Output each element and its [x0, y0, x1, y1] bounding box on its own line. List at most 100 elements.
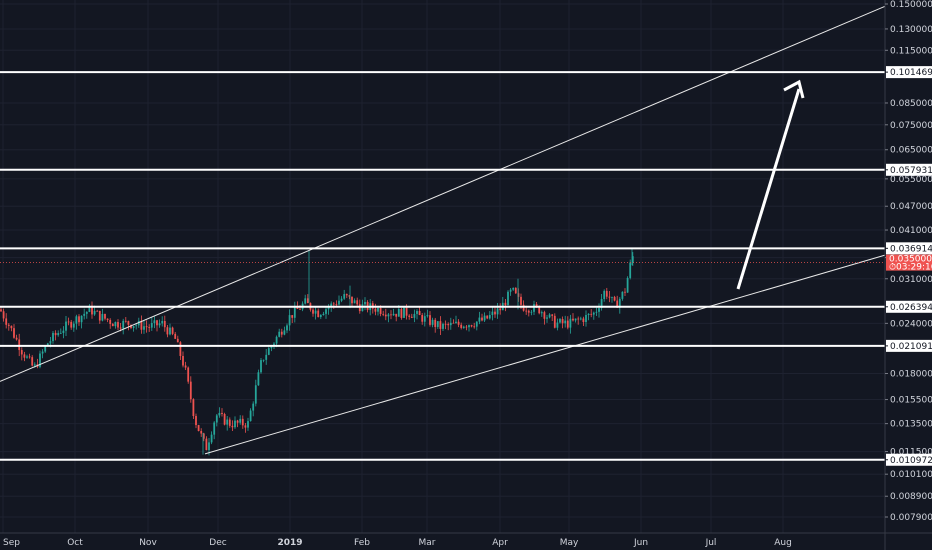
- candle-239: [621, 291, 624, 301]
- channel-upper-line[interactable]: [0, 5, 886, 382]
- y-tick-label-2: 0.115000: [890, 46, 932, 56]
- horizontal-levels: [0, 71, 885, 461]
- candle-1: [2, 308, 5, 322]
- candle-155: [403, 307, 405, 319]
- arrow-head: [783, 79, 805, 99]
- candle-149: [387, 312, 390, 323]
- candle-39: [101, 308, 104, 322]
- candle-97: [252, 401, 255, 417]
- candle-215: [559, 317, 561, 324]
- grid: [0, 0, 885, 533]
- candle-113: [293, 301, 296, 323]
- candle-241: [626, 276, 629, 293]
- candles: [0, 248, 634, 456]
- x-label-2: Nov: [139, 538, 157, 548]
- candle-169: [439, 316, 442, 336]
- candle-140: [364, 297, 366, 311]
- candle-179: [465, 324, 468, 331]
- candle-117: [304, 294, 307, 305]
- candle-38: [98, 310, 101, 324]
- candle-186: [483, 312, 486, 322]
- candle-21: [54, 330, 57, 341]
- x-label-11: Aug: [774, 538, 792, 548]
- candle-77: [200, 428, 203, 437]
- candle-35: [91, 301, 93, 319]
- candle-12: [31, 355, 34, 367]
- candle-187: [486, 315, 489, 320]
- candle-174: [452, 319, 455, 324]
- candle-118: [306, 294, 309, 304]
- candle-197: [512, 287, 515, 291]
- candle-23: [59, 328, 62, 334]
- x-label-1: Oct: [67, 538, 83, 548]
- candle-168: [436, 321, 439, 329]
- candle-100: [260, 358, 262, 374]
- candle-222: [577, 316, 580, 325]
- candle-49: [127, 320, 130, 331]
- y-tick-label-20: 0.011500: [890, 448, 932, 458]
- time-axis[interactable]: Sep Oct Nov Dec 2019 Feb Mar Apr May Jun Jul Aug: [0, 532, 932, 548]
- candle-41: [106, 318, 109, 323]
- candle-204: [530, 309, 533, 316]
- candle-161: [418, 306, 421, 316]
- candle-98: [254, 379, 257, 407]
- candle-33: [85, 311, 88, 319]
- candle-85: [221, 408, 223, 417]
- candle-107: [278, 328, 281, 338]
- level-tag-14: [886, 300, 932, 313]
- candle-183: [475, 321, 478, 331]
- candle-64: [166, 324, 169, 338]
- candle-15: [39, 350, 41, 369]
- current-price-label: 0.035000: [889, 255, 932, 265]
- candle-102: [265, 348, 268, 365]
- candle-61: [158, 319, 161, 328]
- candle-157: [408, 314, 411, 320]
- candle-134: [348, 294, 351, 300]
- candle-72: [187, 366, 190, 384]
- candle-86: [223, 412, 226, 426]
- candle-37: [96, 309, 99, 312]
- y-tick-label-0: 0.150000: [890, 0, 932, 10]
- y-tick-label-8: 0.055000: [890, 175, 932, 185]
- level-tag-16: [886, 339, 932, 352]
- x-label-10: Jul: [705, 538, 717, 548]
- candle-216: [561, 316, 564, 329]
- countdown-label: ⏱03:29:16: [889, 263, 932, 273]
- candle-172: [447, 322, 450, 331]
- candle-131: [340, 296, 343, 303]
- candle-68: [176, 335, 179, 343]
- candle-221: [574, 318, 577, 323]
- candle-243: [631, 252, 634, 266]
- candle-210: [546, 314, 548, 323]
- x-label-0: Sep: [3, 538, 20, 548]
- candle-164: [426, 309, 429, 318]
- candle-31: [80, 315, 83, 329]
- candle-159: [413, 309, 416, 323]
- candle-209: [543, 310, 546, 325]
- candle-74: [192, 398, 195, 419]
- candle-225: [585, 310, 587, 327]
- y-tick-label-24: 0.007900: [890, 513, 932, 523]
- candle-65: [169, 323, 171, 336]
- candle-62: [161, 316, 164, 327]
- candle-47: [122, 318, 125, 335]
- y-tick-label-19: 0.013500: [890, 420, 932, 430]
- price-axis[interactable]: 0.150000 0.130000 0.115000 0.101469 0.085000…: [884, 0, 932, 550]
- trendlines: [0, 5, 886, 455]
- candle-90: [234, 416, 236, 429]
- candle-235: [611, 296, 613, 303]
- candle-2: [5, 313, 8, 329]
- x-label-8: May: [560, 538, 579, 548]
- candle-219: [569, 314, 572, 334]
- channel-lower-line[interactable]: [204, 254, 886, 455]
- candle-87: [226, 415, 229, 431]
- candle-48: [124, 317, 127, 323]
- y-tick-label-1: 0.130000: [890, 25, 932, 35]
- candle-84: [218, 407, 221, 418]
- y-tick-label-4: 0.085000: [890, 99, 932, 109]
- y-tick-label-18: 0.015500: [890, 396, 932, 406]
- candle-136: [353, 298, 356, 304]
- candle-171: [444, 320, 447, 330]
- candle-54: [140, 315, 143, 334]
